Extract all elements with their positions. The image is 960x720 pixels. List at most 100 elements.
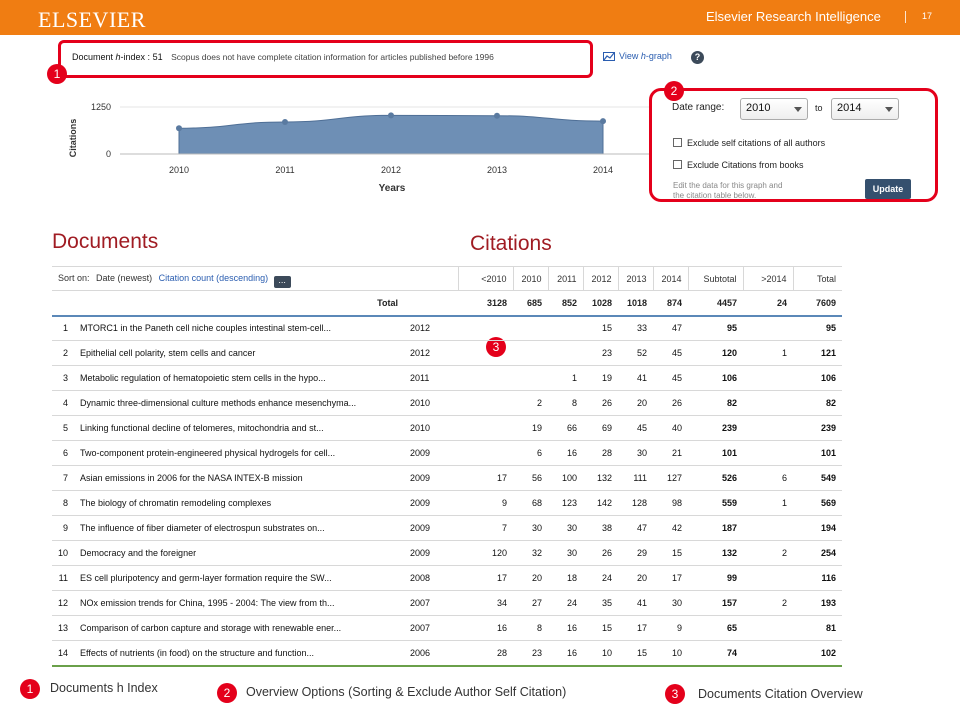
data-point-2013[interactable]	[494, 112, 500, 119]
chart-plot-area	[176, 112, 606, 155]
citation-cell: 102	[793, 640, 843, 667]
citation-cell: 28	[583, 440, 619, 466]
citation-cell: 16	[458, 615, 514, 641]
hint-line-2: the citation table below.	[673, 191, 757, 200]
exclude-books-checkbox[interactable]	[673, 160, 682, 169]
table-row[interactable]: 6 Two-component protein-engineered physic…	[52, 440, 843, 466]
from-year-select[interactable]: 2010	[740, 98, 808, 120]
table-row[interactable]: 9 The influence of fiber diameter of elec…	[52, 515, 843, 541]
document-title-link[interactable]: Effects of nutrients (in food) on the st…	[74, 640, 405, 667]
data-point-2010[interactable]	[176, 125, 182, 132]
table-row[interactable]: 3 Metabolic regulation of hematopoietic s…	[52, 365, 843, 391]
hindex-value: 51	[152, 52, 163, 62]
legend-badge-2: 2	[217, 683, 237, 703]
total-cell: 874	[653, 290, 689, 317]
citation-cell: 20	[618, 390, 654, 416]
col-header-subtotal: Subtotal	[687, 266, 744, 291]
document-title-link[interactable]: Dynamic three-dimensional culture method…	[74, 390, 405, 416]
document-title-link[interactable]: Asian emissions in 2006 for the NASA INT…	[74, 465, 405, 491]
data-point-2014[interactable]	[600, 118, 606, 125]
citation-cell	[743, 415, 794, 441]
callout-badge-2: 2	[664, 81, 684, 101]
help-icon[interactable]: ?	[691, 51, 704, 64]
page-number: 17	[922, 11, 933, 21]
col-header-2013: 2013	[617, 266, 654, 291]
banner-divider	[905, 11, 906, 23]
data-point-2012[interactable]	[388, 112, 394, 119]
citation-cell	[548, 315, 584, 341]
document-year: 2008	[404, 565, 459, 591]
hindex-label-h: h	[115, 52, 121, 62]
update-button[interactable]: Update	[865, 179, 911, 199]
document-title-link[interactable]: The influence of fiber diameter of elect…	[74, 515, 405, 541]
table-row[interactable]: 5 Linking functional decline of telomeres…	[52, 415, 843, 441]
citation-cell: 99	[688, 565, 744, 591]
document-title-link[interactable]: Comparison of carbon capture and storage…	[74, 615, 405, 641]
citation-cell: 30	[548, 515, 584, 541]
row-number: 13	[52, 615, 75, 641]
row-number: 11	[52, 565, 75, 591]
to-year-select[interactable]: 2014	[831, 98, 899, 120]
table-row[interactable]: 4 Dynamic three-dimensional culture metho…	[52, 390, 843, 416]
legend-item-3: Documents Citation Overview	[698, 687, 863, 701]
document-year: 2009	[404, 490, 459, 516]
citation-cell: 33	[618, 315, 654, 341]
document-year: 2011	[404, 365, 459, 391]
exclude-self-checkbox[interactable]	[673, 138, 682, 147]
chevron-down-icon	[794, 107, 802, 112]
view-hgraph-link[interactable]: View h-graph	[603, 51, 672, 61]
total-cell: 685	[513, 290, 549, 317]
data-point-2011[interactable]	[282, 118, 288, 125]
citation-cell: 8	[513, 615, 549, 641]
citation-cell: 187	[688, 515, 744, 541]
exclude-self-option[interactable]: Exclude self citations of all authors	[673, 138, 825, 148]
citation-cell	[743, 390, 794, 416]
hindex-note: Scopus does not have complete citation i…	[171, 52, 494, 62]
callout-box-options	[649, 88, 938, 202]
citation-cell: 47	[618, 515, 654, 541]
document-title-link[interactable]: Metabolic regulation of hematopoietic st…	[74, 365, 405, 391]
document-title-link[interactable]: MTORC1 in the Paneth cell niche couples …	[74, 315, 405, 341]
citation-cell: 32	[513, 540, 549, 566]
citation-cell: 9	[458, 490, 514, 516]
citation-cell: 16	[548, 440, 584, 466]
exclude-books-option[interactable]: Exclude Citations from books	[673, 160, 804, 170]
table-row[interactable]: 7 Asian emissions in 2006 for the NASA IN…	[52, 465, 843, 491]
citation-cell: 17	[618, 615, 654, 641]
citation-cell: 549	[793, 465, 843, 491]
row-number: 4	[52, 390, 75, 416]
table-row[interactable]: 14 Effects of nutrients (in food) on the …	[52, 640, 843, 667]
exclude-self-label: Exclude self citations of all authors	[687, 138, 826, 148]
table-row[interactable]: 13 Comparison of carbon capture and stora…	[52, 615, 843, 641]
table-row[interactable]: 12 NOx emission trends for China, 1995 - …	[52, 590, 843, 616]
total-cell: 3128	[458, 290, 514, 317]
table-row[interactable]: 8 The biology of chromatin remodeling com…	[52, 490, 843, 516]
citation-cell: 2	[743, 590, 794, 616]
citation-cell: 23	[513, 640, 549, 667]
chart-xlabel: Years	[379, 183, 406, 194]
document-title-link[interactable]: ES cell pluripotency and germ-layer form…	[74, 565, 405, 591]
citation-cell: 116	[793, 565, 843, 591]
document-title-link[interactable]: The biology of chromatin remodeling comp…	[74, 490, 405, 516]
citation-cell	[458, 390, 514, 416]
document-title-link[interactable]: NOx emission trends for China, 1995 - 20…	[74, 590, 405, 616]
table-row[interactable]: 11 ES cell pluripotency and germ-layer fo…	[52, 565, 843, 591]
document-title-link[interactable]: Democracy and the foreigner	[74, 540, 405, 566]
legend-item-2: Overview Options (Sorting & Exclude Auth…	[246, 685, 567, 699]
citation-table: <2010 2010 2011 2012 2013 2014 Subtotal …	[52, 266, 843, 667]
table-row[interactable]: 10 Democracy and the foreigner 2009 120 32 30…	[52, 540, 843, 566]
document-title-link[interactable]: Linking functional decline of telomeres,…	[74, 415, 405, 441]
citation-cell: 106	[793, 365, 843, 391]
document-title-link[interactable]: Epithelial cell polarity, stem cells and…	[74, 340, 405, 366]
hint-line-1: Edit the data for this graph and	[673, 181, 783, 190]
table-row[interactable]: 2 Epithelial cell polarity, stem cells an…	[52, 340, 843, 366]
citation-cell: 17	[458, 465, 514, 491]
view-hgraph-prefix: View	[619, 51, 641, 61]
citation-cell: 10	[583, 640, 619, 667]
table-row[interactable]: 1 MTORC1 in the Paneth cell niche couples…	[52, 315, 843, 341]
document-title-link[interactable]: Two-component protein-engineered physica…	[74, 440, 405, 466]
callout-badge-1: 1	[47, 64, 67, 84]
citation-cell: 123	[548, 490, 584, 516]
citation-cell: 27	[513, 590, 549, 616]
document-year: 2007	[404, 615, 459, 641]
